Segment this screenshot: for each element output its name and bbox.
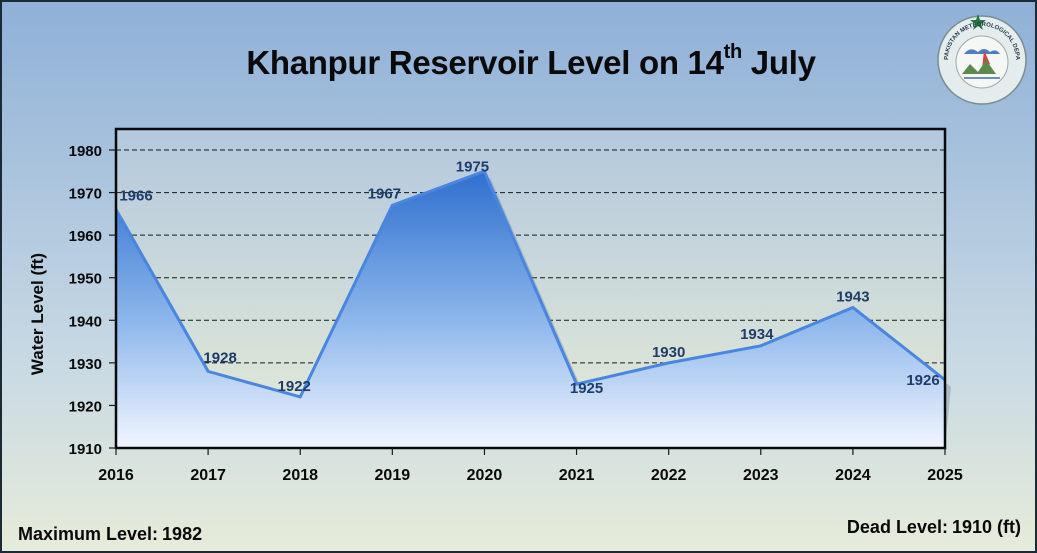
- data-label-2019: 1967: [368, 185, 401, 202]
- y-tick-label-1940: 1940: [69, 313, 102, 330]
- x-tick-label-2016: 2016: [98, 467, 134, 484]
- y-tick-label-1980: 1980: [69, 143, 102, 160]
- series-line: [114, 169, 946, 399]
- data-label-2021: 1925: [570, 380, 603, 397]
- chart-title-superscript: th: [723, 41, 743, 63]
- y-tick-label-1910: 1910: [69, 441, 102, 458]
- y-tick-label-1950: 1950: [69, 271, 102, 288]
- data-labels: 1966 1928 1922 1967 1975 1925 1930 1934 1943 1926: [119, 158, 939, 397]
- plot-border: [114, 127, 947, 450]
- x-tick-label-2019: 2019: [375, 467, 411, 484]
- x-tick-label-2023: 2023: [743, 467, 779, 484]
- data-label-2023: 1934: [740, 326, 774, 343]
- dead-level: Dead Level: 1910 (ft): [847, 517, 1021, 538]
- y-tick-label-1960: 1960: [69, 228, 102, 245]
- x-tick-label-2021: 2021: [559, 467, 595, 484]
- y-tick-label-1920: 1920: [69, 398, 102, 415]
- x-tick-label-2024: 2024: [835, 467, 871, 484]
- data-label-2016: 1966: [119, 188, 152, 205]
- data-label-2018: 1922: [278, 378, 311, 395]
- y-axis: 1910 1920 1930 1940 1950 1960 1970 1980: [69, 143, 116, 458]
- x-tick-label-2020: 2020: [467, 467, 503, 484]
- y-tick-label-1970: 1970: [69, 186, 102, 203]
- dead-level-label: Dead Level:: [846, 517, 948, 537]
- dead-level-value: 1910 (ft): [951, 517, 1021, 537]
- data-label-2020: 1975: [456, 158, 489, 175]
- data-label-2017: 1928: [203, 349, 236, 366]
- maximum-level-label: Maximum Level:: [18, 524, 159, 544]
- x-tick-label-2018: 2018: [282, 467, 318, 484]
- data-label-2025: 1926: [906, 372, 939, 389]
- y-tick-label-1930: 1930: [69, 356, 102, 373]
- x-axis: 2016 2017 2018 2019 2020 2021 2022 2023 2024 2025: [98, 448, 963, 484]
- data-label-2022: 1930: [652, 344, 685, 361]
- maximum-level: Maximum Level: 1982: [18, 524, 202, 545]
- pmd-logo-icon: PAKISTAN METEOROLOGICAL DEPARTMENT: [934, 10, 1027, 105]
- maximum-level-value: 1982: [162, 524, 203, 544]
- x-tick-label-2017: 2017: [190, 467, 226, 484]
- series-area: [116, 171, 945, 449]
- chart-title-tail: July: [741, 44, 816, 81]
- y-axis-label: Water Level (ft): [28, 253, 47, 375]
- chart-title: Khanpur Reservoir Level on 14th July: [2, 41, 1035, 82]
- chart-title-main: Khanpur Reservoir Level on 14: [246, 44, 724, 81]
- x-tick-label-2022: 2022: [651, 467, 687, 484]
- data-label-2024: 1943: [836, 289, 869, 306]
- x-tick-label-2025: 2025: [927, 467, 963, 484]
